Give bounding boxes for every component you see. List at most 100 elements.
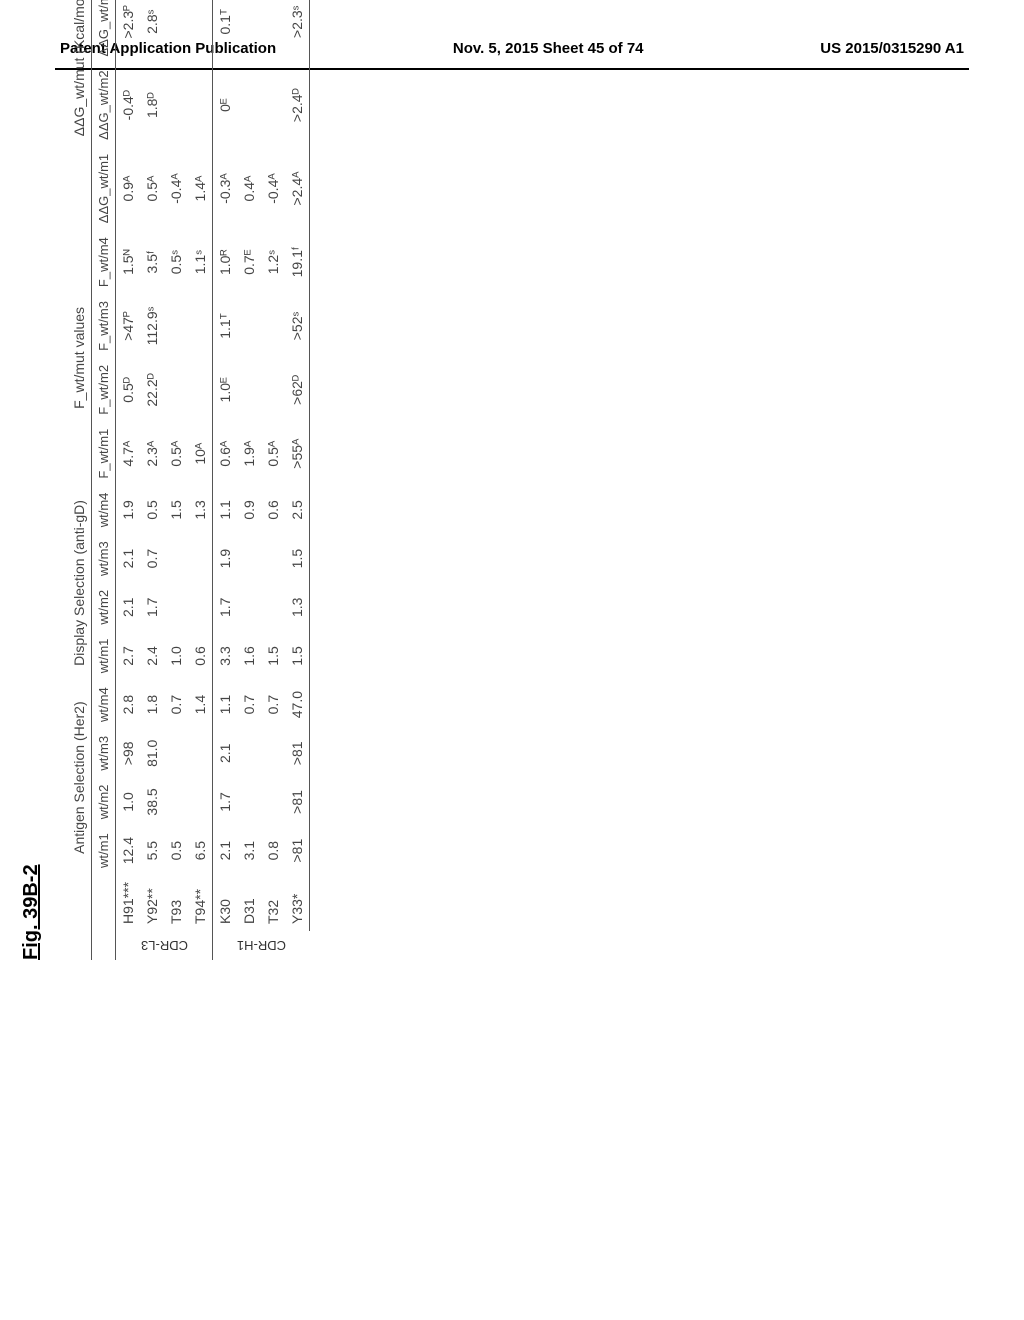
col-wtm2-b: wt/m2 <box>92 583 116 632</box>
value-cell: 0.7ᴱ <box>237 230 261 294</box>
value-cell <box>261 778 285 827</box>
value-cell <box>237 63 261 146</box>
value-cell <box>261 0 285 63</box>
value-cell: 1.0ᴿ <box>213 230 238 294</box>
value-cell: 2.1 <box>213 729 238 778</box>
value-cell: >2.4ᴰ <box>285 63 310 146</box>
value-cell: 1.4 <box>188 680 213 729</box>
group-header-row: Antigen Selection (Her2) Display Selecti… <box>67 0 92 960</box>
value-cell <box>188 294 213 358</box>
value-cell: 1.7 <box>140 583 164 632</box>
value-cell: -0.4ᴰ <box>116 63 141 146</box>
value-cell: 2.1 <box>213 826 238 875</box>
value-cell <box>261 294 285 358</box>
table-row: T930.50.71.01.50.5ᴬ0.5ˢ-0.4ᴬ-0.4ˢ <box>164 0 188 960</box>
value-cell: 0.7 <box>261 680 285 729</box>
value-cell: 0.6 <box>261 486 285 535</box>
value-cell: 3.3 <box>213 632 238 681</box>
value-cell <box>237 534 261 583</box>
value-cell: 3.5ᶠ <box>140 230 164 294</box>
value-cell: 1.1ᵀ <box>213 294 238 358</box>
table-row: Y33*>81>81>8147.01.51.31.52.5>55ᴬ>62ᴰ>52… <box>285 0 310 960</box>
value-cell <box>164 294 188 358</box>
col-wtm1-b: wt/m1 <box>92 632 116 681</box>
value-cell: >2.3ˢ <box>285 0 310 63</box>
col-ddg3: ΔΔG_wt/m3 <box>92 0 116 63</box>
value-cell <box>164 583 188 632</box>
value-cell: 2.4 <box>140 632 164 681</box>
value-cell: -0.4ᴬ <box>164 147 188 230</box>
value-cell: 0.6ᴬ <box>213 422 238 486</box>
value-cell <box>237 0 261 63</box>
value-cell: -0.4ᴬ <box>261 147 285 230</box>
value-cell: 1.0 <box>116 778 141 827</box>
table-row: D313.10.71.60.91.9ᴬ0.7ᴱ0.4ᴬ-0.2ᴱ <box>237 0 261 960</box>
value-cell: 0.5ᴰ <box>116 358 141 422</box>
col-f4: F_wt/m4 <box>92 230 116 294</box>
value-cell: 0.5ᴬ <box>261 422 285 486</box>
value-cell: 1.9 <box>213 534 238 583</box>
group-display: Display Selection (anti-gD) <box>67 486 92 681</box>
value-cell: 0.4ᴬ <box>237 147 261 230</box>
value-cell: 1.1ˢ <box>188 230 213 294</box>
residue-cell: T32 <box>261 875 285 931</box>
value-cell: 2.8 <box>116 680 141 729</box>
value-cell <box>164 778 188 827</box>
residue-cell: T93 <box>164 875 188 931</box>
col-ddg1: ΔΔG_wt/m1 <box>92 147 116 230</box>
value-cell: 1.2ˢ <box>261 230 285 294</box>
value-cell: >55ᴬ <box>285 422 310 486</box>
value-cell <box>261 63 285 146</box>
table-body: CDR-L3H91***12.41.0>982.82.72.12.11.94.7… <box>116 0 310 960</box>
value-cell: 1.8ᴰ <box>140 63 164 146</box>
value-cell: >81 <box>285 729 310 778</box>
value-cell <box>188 534 213 583</box>
value-cell: 2.1 <box>116 583 141 632</box>
value-cell: 0.9 <box>237 486 261 535</box>
value-cell: 0.1ᵀ <box>213 0 238 63</box>
col-wtm1-a: wt/m1 <box>92 826 116 875</box>
value-cell: 22.2ᴰ <box>140 358 164 422</box>
figure-39b-2: Fig. 39B-2 Antigen Selection (Her2) Disp… <box>20 320 980 960</box>
value-cell <box>164 63 188 146</box>
value-cell: >62ᴰ <box>285 358 310 422</box>
data-table: Antigen Selection (Her2) Display Selecti… <box>67 0 310 960</box>
value-cell: 1.5 <box>285 632 310 681</box>
value-cell <box>188 63 213 146</box>
value-cell: 1.5 <box>261 632 285 681</box>
value-cell <box>188 0 213 63</box>
group-fvalues: F_wt/mut values <box>67 230 92 485</box>
value-cell <box>261 358 285 422</box>
value-cell <box>188 358 213 422</box>
value-cell: 0.7 <box>237 680 261 729</box>
col-wtm4-a: wt/m4 <box>92 680 116 729</box>
value-cell: 1.0ᴱ <box>213 358 238 422</box>
value-cell: 10ᴬ <box>188 422 213 486</box>
value-cell: >47ᴾ <box>116 294 141 358</box>
value-cell: 112.9ˢ <box>140 294 164 358</box>
value-cell: 5.5 <box>140 826 164 875</box>
value-cell: 0.7 <box>140 534 164 583</box>
value-cell: >98 <box>116 729 141 778</box>
value-cell: 1.0 <box>164 632 188 681</box>
value-cell: 0.6 <box>188 632 213 681</box>
value-cell: 0.5ˢ <box>164 230 188 294</box>
value-cell: 1.7 <box>213 583 238 632</box>
value-cell <box>164 729 188 778</box>
value-cell: 4.7ᴬ <box>116 422 141 486</box>
col-wtm3-b: wt/m3 <box>92 534 116 583</box>
col-f3: F_wt/m3 <box>92 294 116 358</box>
value-cell: 1.7 <box>213 778 238 827</box>
group-ddg: ΔΔG_wt/mut (Kcal/mol) <box>67 0 92 230</box>
residue-cell: H91*** <box>116 875 141 931</box>
value-cell: 81.0 <box>140 729 164 778</box>
value-cell: 0ᴱ <box>213 63 238 146</box>
value-cell: >81 <box>285 826 310 875</box>
value-cell: 2.1 <box>116 534 141 583</box>
value-cell <box>164 534 188 583</box>
table-row: T94**6.51.40.61.310ᴬ1.1ˢ1.4ᴬ0.1ˢ <box>188 0 213 960</box>
value-cell <box>237 358 261 422</box>
value-cell: 0.5ᴬ <box>140 147 164 230</box>
value-cell: 6.5 <box>188 826 213 875</box>
value-cell: 1.3 <box>188 486 213 535</box>
